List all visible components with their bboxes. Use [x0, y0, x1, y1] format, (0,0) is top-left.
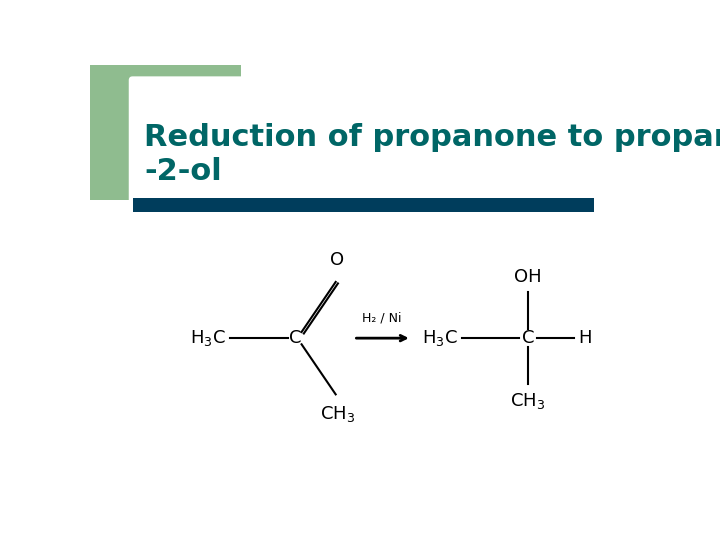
Text: H$_3$C: H$_3$C — [190, 328, 225, 348]
Text: -2-ol: -2-ol — [144, 157, 222, 186]
Text: OH: OH — [514, 268, 541, 286]
Text: CH$_3$: CH$_3$ — [320, 404, 355, 424]
Bar — [132, 198, 594, 212]
Text: C: C — [521, 329, 534, 347]
Text: CH$_3$: CH$_3$ — [510, 390, 546, 410]
Bar — [90, 65, 241, 200]
Text: O: O — [330, 251, 344, 269]
Text: H: H — [578, 329, 592, 347]
Text: C: C — [289, 329, 302, 347]
Text: H$_3$C: H$_3$C — [423, 328, 458, 348]
Text: H₂ / Ni: H₂ / Ni — [362, 311, 402, 325]
Text: Reduction of propanone to propan: Reduction of propanone to propan — [144, 123, 720, 152]
FancyBboxPatch shape — [129, 76, 644, 204]
